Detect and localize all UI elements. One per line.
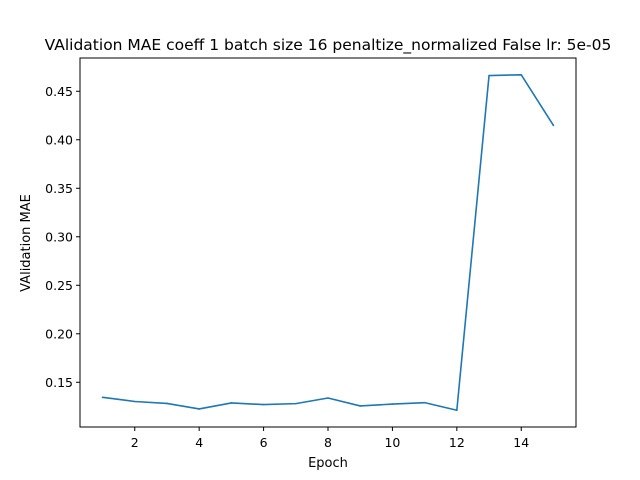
data-point — [456, 409, 458, 412]
plot-area — [79, 57, 577, 428]
y-tick-label: 0.20 — [45, 326, 73, 341]
data-points — [101, 73, 555, 412]
data-point — [294, 402, 297, 405]
x-tick-label: 2 — [131, 435, 139, 450]
data-point — [133, 400, 136, 403]
y-tick-label: 0.40 — [45, 132, 73, 147]
x-tick-label: 4 — [195, 435, 203, 450]
x-axis-label: Epoch — [308, 456, 348, 471]
data-point — [423, 401, 426, 404]
data-point — [198, 408, 200, 410]
chart-title: VAlidation MAE coeff 1 batch size 16 pen… — [45, 36, 612, 55]
axes-frame — [79, 57, 577, 428]
data-point — [166, 402, 168, 405]
y-tick-label: 0.25 — [45, 278, 73, 293]
data-point — [520, 73, 523, 76]
data-point — [359, 405, 362, 407]
x-tick-label: 14 — [513, 435, 529, 450]
y-axis-label: VAlidation MAE — [19, 194, 34, 292]
data-point — [391, 403, 394, 405]
data-point — [262, 403, 265, 406]
data-point — [488, 74, 490, 77]
x-axis: 2 4 6 8 10 12 14 — [131, 427, 529, 450]
data-point — [327, 397, 329, 399]
series-line-validation-mae — [102, 73, 555, 412]
x-tick-label: 12 — [449, 435, 465, 450]
y-axis: 0.15 0.20 0.25 0.30 0.35 0.40 0.45 — [45, 84, 80, 390]
y-tick-label: 0.35 — [45, 181, 73, 196]
x-tick-label: 10 — [384, 435, 400, 450]
y-tick-label: 0.15 — [45, 375, 73, 390]
y-tick-label: 0.30 — [45, 229, 73, 244]
x-tick-label: 8 — [324, 435, 332, 450]
data-point — [230, 402, 233, 404]
data-point — [552, 124, 555, 127]
y-tick-label: 0.45 — [45, 84, 73, 99]
data-point — [101, 396, 104, 399]
x-tick-label: 6 — [260, 435, 268, 450]
